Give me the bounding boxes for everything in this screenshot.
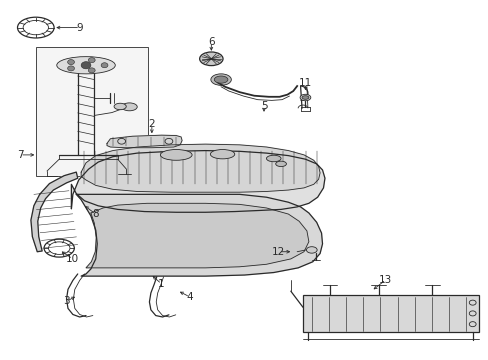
Polygon shape xyxy=(31,172,78,252)
Text: 11: 11 xyxy=(298,78,311,88)
FancyBboxPatch shape xyxy=(303,295,478,332)
Ellipse shape xyxy=(306,247,317,253)
Ellipse shape xyxy=(199,52,223,66)
Text: 1: 1 xyxy=(158,279,164,289)
FancyBboxPatch shape xyxy=(36,47,148,176)
Text: 13: 13 xyxy=(379,275,392,285)
Ellipse shape xyxy=(114,103,126,110)
Ellipse shape xyxy=(210,149,234,159)
Polygon shape xyxy=(76,194,322,276)
Text: 12: 12 xyxy=(271,247,285,257)
Polygon shape xyxy=(81,144,320,192)
Ellipse shape xyxy=(122,103,137,111)
Text: 7: 7 xyxy=(17,150,23,160)
Ellipse shape xyxy=(57,57,115,74)
Text: 9: 9 xyxy=(77,23,83,33)
Circle shape xyxy=(88,68,95,73)
Ellipse shape xyxy=(214,76,227,83)
Text: 5: 5 xyxy=(260,102,267,112)
Polygon shape xyxy=(86,203,308,268)
Ellipse shape xyxy=(302,96,308,99)
Ellipse shape xyxy=(266,155,281,162)
Circle shape xyxy=(88,58,95,63)
Polygon shape xyxy=(71,150,325,212)
Ellipse shape xyxy=(300,94,310,101)
Ellipse shape xyxy=(210,74,231,85)
Circle shape xyxy=(81,62,91,69)
Text: 3: 3 xyxy=(63,296,70,306)
Circle shape xyxy=(67,59,74,64)
Circle shape xyxy=(101,63,108,68)
Text: 2: 2 xyxy=(148,120,155,129)
Text: 8: 8 xyxy=(92,209,99,219)
Polygon shape xyxy=(107,135,182,148)
Circle shape xyxy=(67,66,74,71)
Ellipse shape xyxy=(275,161,286,167)
Text: 4: 4 xyxy=(186,292,193,302)
Text: 10: 10 xyxy=(66,254,79,264)
Text: 6: 6 xyxy=(207,37,214,47)
Ellipse shape xyxy=(160,149,192,160)
